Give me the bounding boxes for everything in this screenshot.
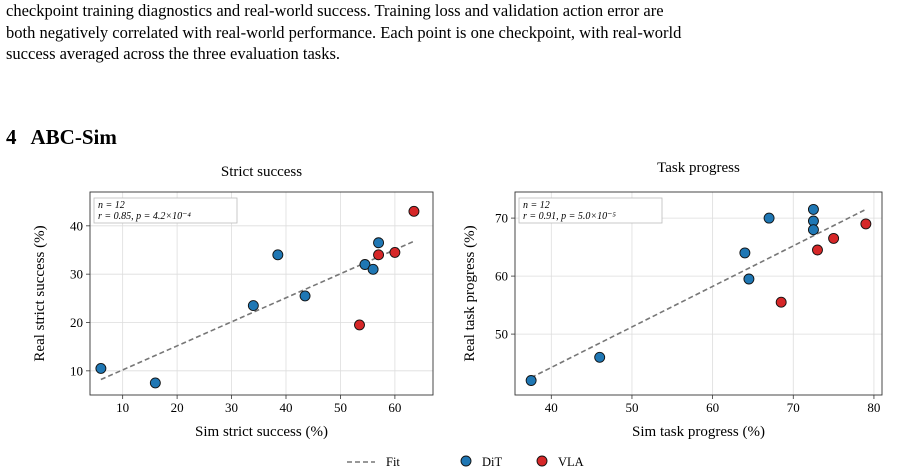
y-tick-label: 50 xyxy=(495,327,508,342)
x-tick-label: 70 xyxy=(787,400,800,415)
data-point-vla xyxy=(373,249,385,261)
legend-vla-label: VLA xyxy=(558,455,584,469)
plot-frame xyxy=(89,191,434,396)
legend-vla-swatch xyxy=(536,455,548,467)
data-point-dit xyxy=(367,263,379,275)
stats-n: n = 12 xyxy=(98,200,125,211)
data-point-dit xyxy=(272,249,284,261)
data-point-dit xyxy=(807,203,819,215)
x-tick-label: 40 xyxy=(545,400,558,415)
figure-legend: Fit DiT VLA xyxy=(347,455,584,469)
section-title: ABC-Sim xyxy=(30,125,117,149)
data-point-dit xyxy=(95,362,107,374)
x-tick-label: 60 xyxy=(706,400,719,415)
data-point-vla xyxy=(408,205,420,217)
stats-r-p: r = 0.91, p = 5.0×10⁻⁵ xyxy=(523,211,616,222)
caption-line: checkpoint training diagnostics and real… xyxy=(6,1,664,20)
data-point-dit xyxy=(594,351,606,363)
chart-title: Strict success xyxy=(221,164,302,180)
figure-caption: checkpoint training diagnostics and real… xyxy=(6,0,910,65)
x-tick-label: 80 xyxy=(867,400,880,415)
data-point-dit xyxy=(149,377,161,389)
section-number: 4 xyxy=(6,125,17,149)
x-tick-label: 10 xyxy=(116,400,129,415)
plot-frame xyxy=(514,191,883,396)
stats-n: n = 12 xyxy=(523,200,550,211)
data-point-vla xyxy=(354,319,365,331)
data-point-dit xyxy=(359,259,371,270)
data-point-vla xyxy=(828,232,840,244)
y-tick-label: 20 xyxy=(70,315,83,330)
stats-box xyxy=(93,197,238,224)
caption-line: both negatively correlated with real-wor… xyxy=(6,22,682,42)
fit-line xyxy=(530,208,867,379)
x-tick-label: 30 xyxy=(225,400,238,415)
y-tick-label: 40 xyxy=(70,218,83,233)
y-tick-label: 30 xyxy=(70,267,83,282)
y-tick-label: 70 xyxy=(495,211,508,226)
section-heading: 4 ABC-Sim xyxy=(6,125,117,150)
data-point-dit xyxy=(763,212,775,224)
fit-line xyxy=(100,240,415,381)
y-tick-label: 10 xyxy=(70,363,83,378)
data-point-dit xyxy=(299,290,311,302)
x-tick-label: 40 xyxy=(280,400,293,415)
data-point-dit xyxy=(743,273,755,285)
chart-task-progress: 40 50 60 70 80 50 60 70 Task progress Sim task pr… xyxy=(462,160,883,440)
chart-title: Task progress xyxy=(657,160,740,176)
caption-line: success averaged across the three evalua… xyxy=(6,44,340,63)
legend-dit-label: DiT xyxy=(482,455,503,469)
data-point-vla xyxy=(812,244,823,256)
x-axis-label: Sim strict success (%) xyxy=(195,424,328,440)
y-axis-label: Real task progress (%) xyxy=(462,225,478,361)
data-point-dit xyxy=(807,224,819,236)
data-point-vla xyxy=(860,218,872,230)
y-axis-label: Real strict success (%) xyxy=(32,225,48,361)
legend-dit-swatch xyxy=(460,455,472,467)
y-tick-label: 60 xyxy=(495,269,508,284)
x-tick-label: 50 xyxy=(625,400,638,415)
chart-strict-success: 10 20 30 40 50 60 10 20 30 40 Strict success Sim st… xyxy=(32,164,434,440)
x-tick-label: 60 xyxy=(388,400,401,415)
x-axis-label: Sim task progress (%) xyxy=(632,424,765,440)
stats-box xyxy=(518,197,663,224)
data-point-vla xyxy=(389,246,401,258)
data-point-dit xyxy=(373,237,385,249)
x-tick-label: 50 xyxy=(334,400,347,415)
legend-fit-label: Fit xyxy=(386,455,400,469)
data-point-dit xyxy=(739,247,751,259)
x-tick-label: 20 xyxy=(171,400,184,415)
data-point-vla xyxy=(775,296,787,308)
data-point-dit xyxy=(525,375,537,386)
data-point-dit xyxy=(247,300,259,312)
stats-r-p: r = 0.85, p = 4.2×10⁻⁴ xyxy=(98,211,191,222)
